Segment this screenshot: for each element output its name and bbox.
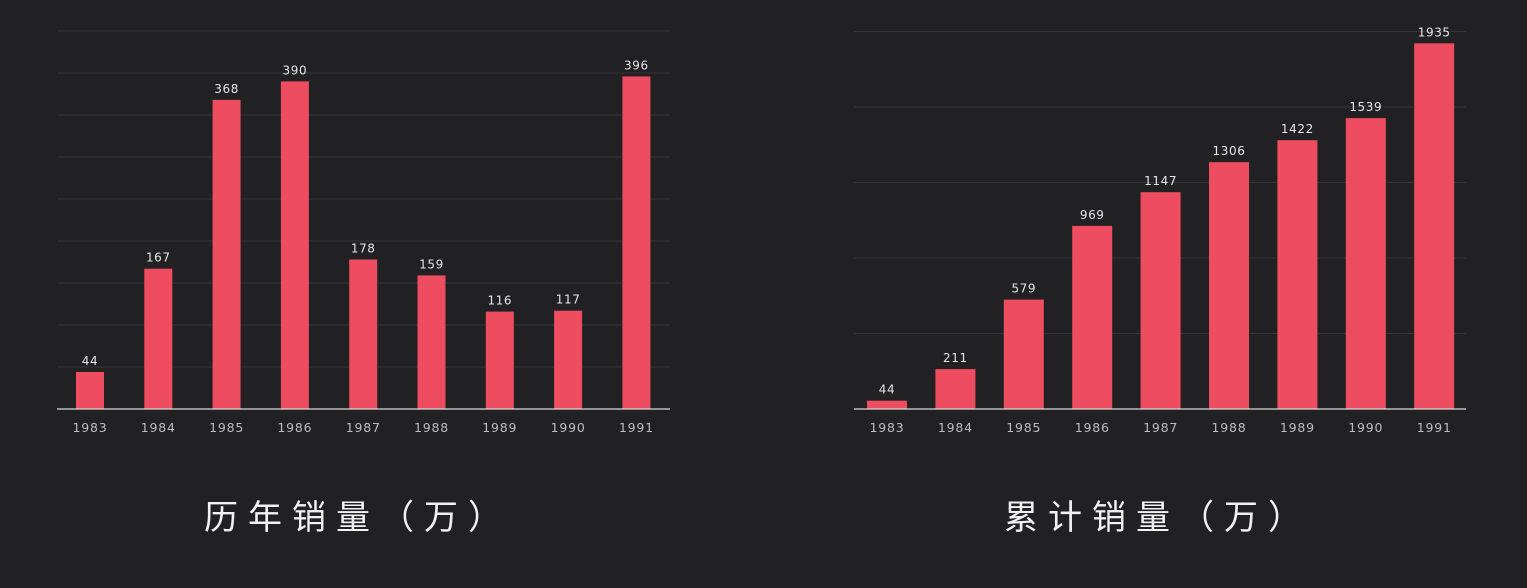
bar: [622, 76, 651, 410]
bar: [76, 372, 104, 409]
data-label: 1422: [1281, 122, 1314, 136]
x-tick-label: 1991: [619, 420, 654, 435]
bar: [144, 268, 173, 409]
data-label: 117: [556, 293, 581, 307]
data-label: 579: [1011, 282, 1036, 296]
x-tick-label: 1985: [209, 420, 244, 435]
data-label: 159: [419, 257, 444, 271]
bar: [280, 81, 309, 410]
x-tick-label: 1991: [1417, 420, 1452, 435]
bar: [417, 275, 446, 409]
x-tick-label: 1985: [1006, 420, 1041, 435]
data-label: 1306: [1213, 144, 1246, 158]
data-label: 44: [879, 383, 895, 397]
x-tick-label: 1990: [551, 420, 586, 435]
bar: [1072, 225, 1113, 409]
data-label: 178: [351, 242, 376, 256]
x-tick-label: 1986: [1075, 420, 1110, 435]
cumulative-sales-chart-title: 累计销量（万）: [1004, 498, 1312, 538]
bar: [1345, 118, 1386, 409]
bar: [1209, 162, 1249, 409]
x-tick-label: 1988: [414, 420, 449, 435]
data-label: 969: [1080, 208, 1105, 222]
data-label: 396: [624, 58, 649, 72]
data-label: 167: [146, 251, 171, 265]
x-tick-label: 1987: [1143, 420, 1178, 435]
bar: [1414, 43, 1455, 410]
x-tick-label: 1990: [1348, 420, 1383, 435]
data-label: 368: [214, 82, 239, 96]
bar: [1003, 299, 1044, 409]
cumulative-sales-chart: 44 1983 211 1984 579 1985 969 1986 1147 1987 1306 1…: [854, 25, 1466, 435]
bar: [1277, 140, 1318, 409]
annual-sales-chart-title: 历年销量（万）: [204, 498, 512, 538]
x-tick-label: 1986: [277, 420, 312, 435]
bar: [554, 310, 583, 409]
x-tick-label: 1983: [72, 420, 107, 435]
data-label: 116: [487, 294, 512, 308]
data-label: 1539: [1349, 100, 1382, 114]
x-tick-label: 1984: [938, 420, 973, 435]
data-label: 1147: [1144, 174, 1177, 188]
data-label: 211: [943, 351, 968, 365]
x-tick-label: 1988: [1211, 420, 1246, 435]
bar: [935, 369, 976, 409]
bar: [212, 99, 241, 410]
data-label: 1935: [1418, 25, 1451, 39]
bar: [349, 259, 378, 409]
data-label: 390: [283, 63, 308, 77]
annual-sales-chart: 44 1983 167 1984 368 1985 390 1986 178 1987 159 198…: [57, 30, 670, 435]
x-tick-label: 1989: [482, 420, 517, 435]
bar: [1140, 192, 1181, 409]
x-tick-label: 1989: [1280, 420, 1315, 435]
x-tick-label: 1984: [141, 420, 176, 435]
bar: [867, 400, 907, 409]
bar: [485, 311, 514, 409]
data-label: 44: [82, 354, 98, 368]
x-tick-label: 1987: [346, 420, 381, 435]
x-tick-label: 1983: [869, 420, 904, 435]
